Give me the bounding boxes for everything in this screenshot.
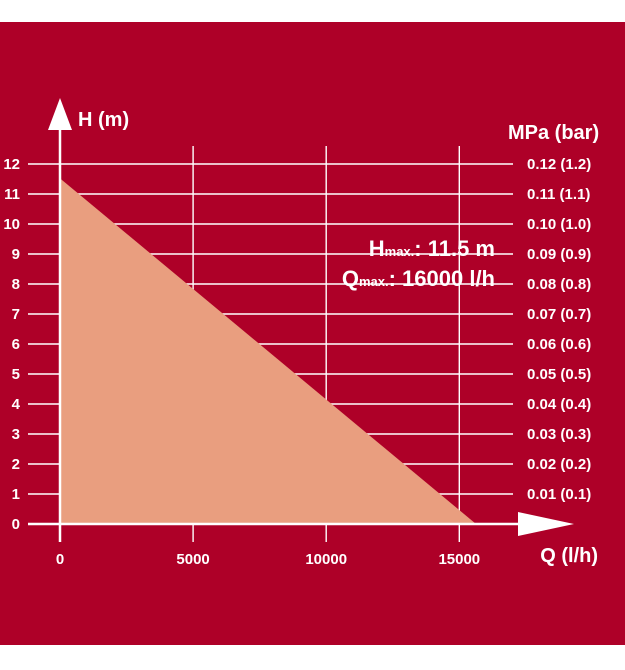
y-tick-label: 1 [12, 486, 20, 503]
chart-panel: 0 1 2 3 4 5 6 7 8 9 10 11 12 0 5000 10000 15000 0.01 (0.1… [0, 22, 625, 645]
x-tick-label: 5000 [176, 551, 209, 568]
y-tick-label: 8 [12, 276, 20, 293]
annotation-hmax: Hmax.: 11.5 m [369, 236, 495, 261]
x-tick-label: 0 [56, 551, 64, 568]
y-axis-arrow [48, 98, 72, 130]
annotation-subscript: max. [385, 244, 415, 259]
annotation-symbol: H [369, 236, 385, 261]
right-tick-label: 0.07 (0.7) [527, 306, 591, 323]
y-tick-label: 10 [3, 216, 20, 233]
y-tick-label: 6 [12, 336, 20, 353]
y-tick-label: 2 [12, 456, 20, 473]
right-tick-label: 0.05 (0.5) [527, 366, 591, 383]
performance-line [59, 178, 476, 525]
right-tick-label: 0.03 (0.3) [527, 426, 591, 443]
annotation-qmax: Qmax.: 16000 l/h [342, 266, 495, 291]
y-tick-label: 0 [12, 516, 20, 533]
y-tick-label: 12 [3, 156, 20, 173]
right-tick-label: 0.11 (1.1) [527, 186, 590, 203]
right-tick-label: 0.01 (0.1) [527, 486, 591, 503]
y-tick-label: 3 [12, 426, 20, 443]
annotation-subscript: max. [359, 274, 389, 289]
annotation-symbol: Q [342, 266, 359, 291]
y-axis-title: H (m) [78, 109, 129, 131]
right-axis-title: MPa (bar) [508, 122, 599, 144]
right-tick-label: 0.10 (1.0) [527, 216, 591, 233]
x-axis-arrow [518, 512, 574, 536]
y-tick-label: 11 [4, 186, 20, 203]
x-tick-label: 15000 [438, 551, 480, 568]
y-tick-label: 9 [12, 246, 20, 263]
right-tick-label: 0.06 (0.6) [527, 336, 591, 353]
x-axis-title: Q (l/h) [540, 545, 598, 567]
right-tick-label: 0.09 (0.9) [527, 246, 591, 263]
y-tick-label: 4 [12, 396, 21, 413]
x-tick-label: 10000 [305, 551, 347, 568]
y-tick-label: 7 [12, 306, 20, 323]
annotation-value: : 11.5 m [414, 236, 495, 261]
annotation-value: : 16000 l/h [389, 266, 495, 291]
right-tick-label: 0.12 (1.2) [527, 156, 591, 173]
y-tick-label: 5 [12, 366, 20, 383]
right-tick-label: 0.02 (0.2) [527, 456, 591, 473]
right-tick-label: 0.04 (0.4) [527, 396, 591, 413]
right-tick-label: 0.08 (0.8) [527, 276, 591, 293]
